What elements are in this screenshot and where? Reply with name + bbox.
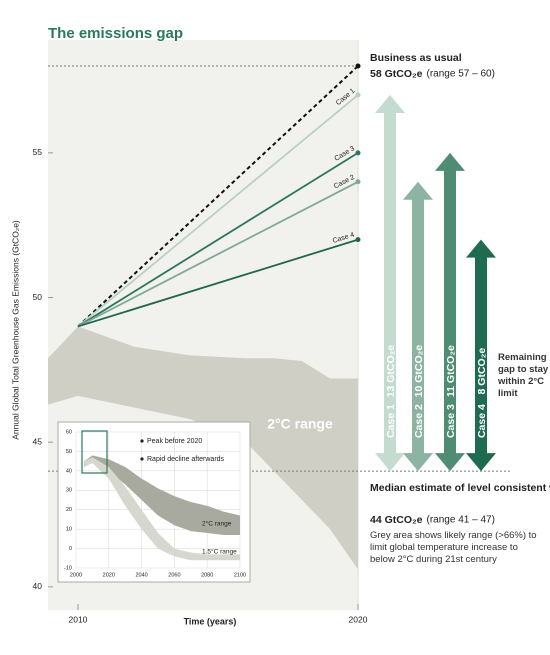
gap-value-label: 11 GtCO₂e: [445, 345, 457, 397]
x-tick-label: 2080: [201, 572, 213, 578]
inset-band: [84, 457, 240, 561]
y-tick-label: 50: [66, 449, 72, 455]
gap-case: Case 4: [476, 404, 488, 438]
y-tick-label: 0: [69, 546, 72, 552]
reference-range: (range 41 – 47): [427, 515, 495, 526]
gap-value-label: 8 GtCO₂e: [476, 348, 488, 395]
y-tick-label: 60: [66, 429, 72, 435]
y-tick-label: 40: [33, 581, 43, 591]
y-tick-label: 10: [66, 527, 72, 533]
x-tick-label: 2040: [135, 572, 147, 578]
inset-annotation: Peak before 2020: [147, 438, 202, 445]
series-line: [77, 94, 359, 328]
gap-arrow: [403, 181, 433, 472]
y-axis-label: Annual Global Total Greenhouse Gas Emiss…: [10, 220, 20, 440]
gap-arrow: [375, 94, 405, 472]
bullet: [140, 457, 144, 461]
x-tick-label: 2020: [349, 614, 368, 624]
highlight-box: [81, 430, 108, 474]
series-line: [77, 65, 359, 328]
line-end-marker: [355, 179, 361, 185]
line-end-marker: [355, 63, 361, 69]
y-tick-label: 45: [33, 436, 43, 446]
y-tick-label: 50: [33, 292, 43, 302]
x-tick-label: 2020: [103, 572, 115, 578]
x-tick-label: 2010: [69, 614, 88, 624]
gap-value-label: 10 GtCO₂e: [413, 345, 425, 398]
series-line: [77, 180, 359, 328]
band-name: 1.5°C range: [202, 548, 237, 556]
band-name: 2°C range: [202, 520, 232, 528]
reference-label: 44 GtCO₂e: [370, 514, 423, 526]
gap-arrow: [435, 152, 465, 472]
x-tick-label: 2000: [70, 572, 82, 578]
gap-label: Remaining gap to stay within 2°C limit: [498, 352, 549, 399]
reference-heading: Median estimate of level consistent with…: [370, 482, 550, 494]
reference-range: (range 57 – 60): [427, 69, 495, 80]
gap-case: Case 1: [385, 404, 397, 438]
series-line: [77, 238, 359, 328]
inset-band: [84, 455, 240, 535]
y-tick-label: 30: [66, 488, 72, 494]
bullet: [140, 439, 144, 443]
y-tick-label: 20: [66, 507, 72, 513]
y-tick-label: -10: [64, 565, 72, 571]
series-line: [77, 152, 359, 328]
x-axis-label: Time (years): [184, 616, 237, 626]
reference-label: 58 GtCO₂e: [370, 68, 423, 80]
chart-title: The emissions gap: [48, 25, 183, 42]
x-tick-label: 2100: [234, 572, 246, 578]
gap-case: Case 2: [413, 404, 425, 438]
gap-value-label: 13 GtCO₂e: [385, 345, 397, 398]
band-note: Grey area shows likely range (>66%) to l…: [370, 530, 537, 565]
y-tick-label: 55: [33, 147, 43, 157]
line-end-marker: [355, 237, 361, 243]
gap-arrow: [466, 239, 496, 472]
x-tick-label: 2060: [168, 572, 180, 578]
band-label: 2°C range: [267, 416, 333, 432]
y-tick-label: 40: [66, 468, 72, 474]
gap-case: Case 3: [445, 404, 457, 438]
reference-heading: Business as usual: [370, 52, 462, 64]
line-end-marker: [355, 92, 361, 98]
inset-annotation: Rapid decline afterwards: [147, 456, 225, 463]
range-band: [48, 326, 358, 570]
line-end-marker: [355, 150, 361, 156]
